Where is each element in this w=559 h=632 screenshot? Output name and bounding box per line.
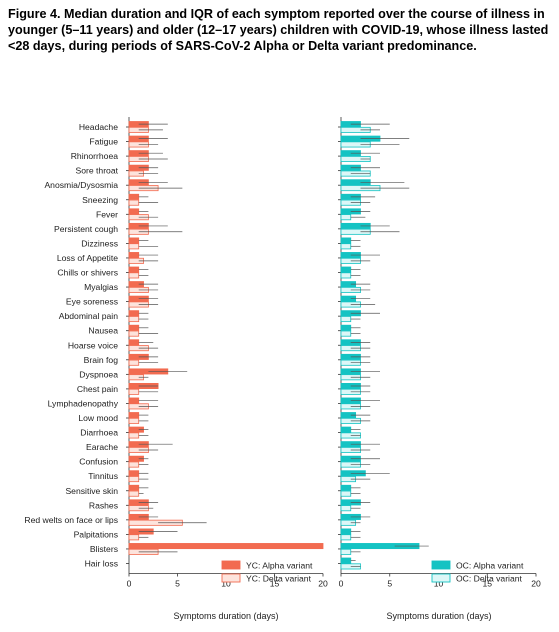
legend-label: YC: Delta variant [246,574,312,584]
bar [128,534,140,541]
bar [128,237,140,244]
x-tick-label: 5 [387,579,392,589]
x-tick-label: 20 [531,579,541,589]
category-label: Myalgias [84,282,118,292]
figure-title: Figure 4. Median duration and IQR of eac… [8,7,549,54]
x-tick-label: 20 [318,579,328,589]
bar [128,272,140,279]
category-label: Palpitations [74,529,118,539]
bar [340,528,352,535]
category-label: Chest pain [77,384,118,394]
x-tick-label: 5 [175,579,180,589]
x-tick-label: 15 [270,579,280,589]
bar [128,359,140,366]
category-label: Diarrhoea [80,428,118,438]
bar [128,417,140,424]
bar [128,476,140,483]
category-label: Chills or shivers [57,268,118,278]
bar [340,534,352,541]
bar [340,324,352,331]
x-tick-label: 0 [339,579,344,589]
legend-label: OC: Delta variant [456,574,523,584]
bar [128,316,140,323]
category-label: Hoarse voice [68,340,118,350]
bar [340,426,352,433]
category-label: Abdominal pain [59,311,118,321]
category-label: Low mood [78,413,118,423]
panel-yc: 0 5 10 15 20 [126,117,328,589]
legend-swatch [221,560,241,570]
category-label: Red welts on face or lips [24,515,118,525]
category-label: Earache [86,442,118,452]
bar [340,505,352,512]
x-tick-label: 0 [127,579,132,589]
bar [128,484,140,491]
category-label: Anosmia/Dysosmia [44,180,118,190]
category-label: Eye soreness [66,297,118,307]
x-axis-label-yc: Symptoms duration (days) [173,611,278,621]
bar [128,461,140,468]
legend-swatch [431,560,451,570]
bar [128,339,140,346]
legend: YC: Alpha variant YC: Delta variant OC: Al… [221,560,524,584]
category-label: Brain fog [84,355,119,365]
bar [340,557,352,564]
legend-label: YC: Alpha variant [246,561,313,571]
category-label: Lymphadenopathy [48,398,119,408]
bar [128,252,140,259]
bar [128,412,140,419]
legend-label: OC: Alpha variant [456,561,524,571]
category-label: Hair loss [85,559,118,569]
bar [128,490,140,497]
bar [128,266,140,273]
bar [128,388,140,395]
bar [340,548,352,555]
category-label: Nausea [88,326,118,336]
legend-swatch [221,573,241,583]
bar [128,330,140,337]
category-labels: Headache Fatigue Rhinorrhoea Sore throat Ano… [24,122,118,569]
category-label: Persistent cough [54,224,118,234]
bar [340,243,352,250]
legend-swatch [431,573,451,583]
category-label: Blisters [90,544,118,554]
bar [340,316,352,323]
category-label: Sore throat [75,166,118,176]
x-tick-label: 10 [434,579,444,589]
category-label: Fatigue [89,137,118,147]
bar [340,214,352,221]
bar [128,432,140,439]
bar [128,208,140,215]
bar [128,243,140,250]
category-label: Confusion [79,457,118,467]
bar [128,324,140,331]
x-tick-label: 15 [482,579,492,589]
bar [340,237,352,244]
bar [340,490,352,497]
category-label: Sensitive skin [65,486,118,496]
bar [128,310,140,317]
bar [128,193,140,200]
bar [340,266,352,273]
category-label: Tinnitus [88,471,118,481]
category-label: Fever [96,209,118,219]
category-label: Dizziness [81,238,118,248]
x-tick-label: 10 [221,579,231,589]
bar [128,199,140,206]
bar [128,543,324,550]
category-label: Dyspnoea [79,369,118,379]
category-label: Rashes [89,500,118,510]
category-label: Sneezing [82,195,118,205]
bar [340,272,352,279]
category-label: Rhinorrhoea [71,151,119,161]
x-axis-label-oc: Symptoms duration (days) [386,611,491,621]
category-label: Headache [79,122,118,132]
bar [340,330,352,337]
bar [340,484,352,491]
bar [128,397,140,404]
bar [128,470,140,477]
panel-oc: 0 5 10 15 20 [338,117,541,589]
category-label: Loss of Appetite [57,253,118,263]
